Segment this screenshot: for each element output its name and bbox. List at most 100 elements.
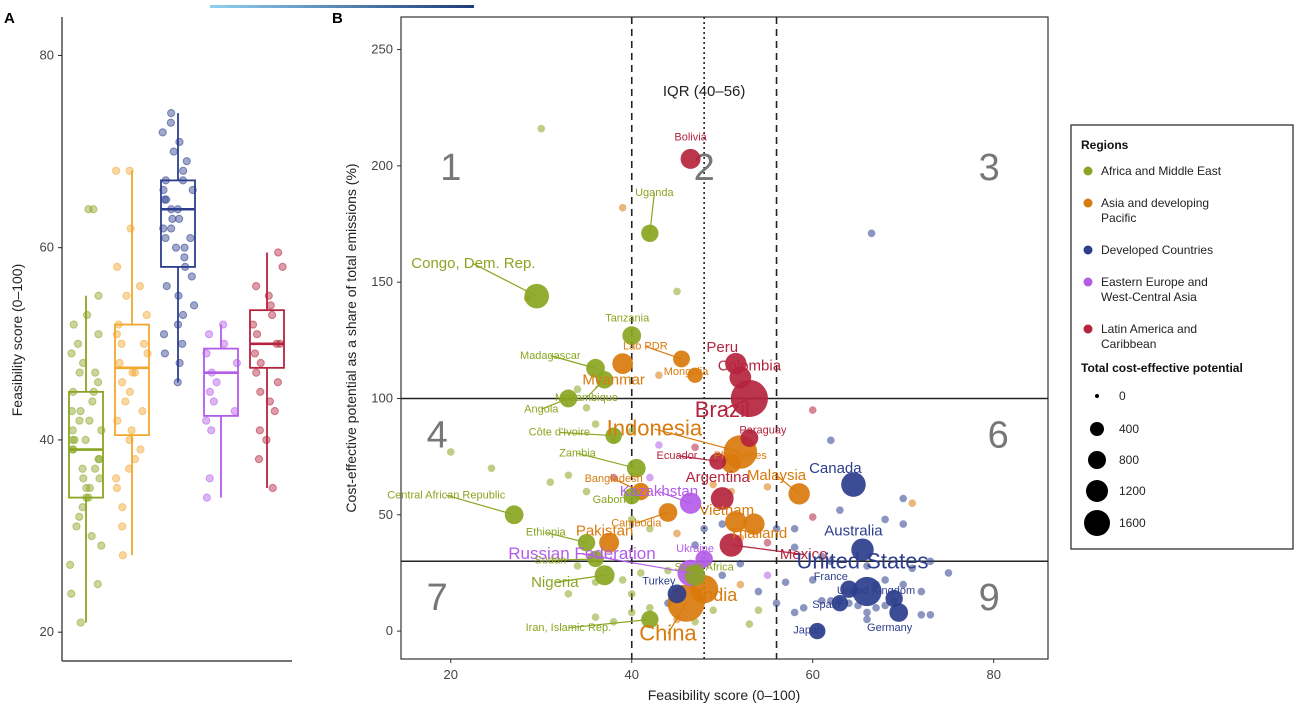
panel-b-point: [655, 371, 663, 380]
panel-b-point: [564, 471, 573, 480]
panel-a-point: [112, 483, 121, 493]
panel-b-label-japan: Japan: [793, 624, 823, 636]
panel-a-point: [161, 233, 170, 243]
panel-b-label-mexico: Mexico: [780, 546, 828, 563]
panel-a-point: [254, 455, 264, 464]
panel-a-point: [162, 195, 171, 204]
panel-b-point-angola: [559, 389, 578, 408]
panel-b-point: [754, 587, 763, 596]
panel-b-label-mozambique: Mozambique: [555, 392, 618, 404]
panel-a-point: [171, 243, 181, 252]
panel-b-y-tick-label: 0: [386, 623, 393, 638]
panel-b-label-vietnam: Vietnam: [699, 502, 754, 519]
legend-label-eastern-europe-and: West-Central Asia: [1101, 290, 1197, 304]
panel-a-point: [182, 157, 191, 166]
panel-b-point: [446, 448, 455, 456]
panel-a-point: [180, 243, 189, 252]
panel-a-point: [91, 464, 100, 473]
panel-a-point: [113, 262, 122, 272]
panel-b-label-colombia: Colombia: [718, 358, 782, 375]
panel-a-point: [187, 272, 196, 281]
panel-b-label-turkey: Turkey: [642, 576, 676, 588]
panel-b-label-philippines: Philippines: [714, 450, 768, 462]
panel-b-point: [899, 520, 908, 528]
panel-a-group-asia-and-developing-pacific: [112, 166, 152, 560]
legend-swatch-asia-and-developing: [1083, 198, 1093, 208]
panel-b-x-tick-label: 60: [805, 667, 819, 682]
panel-a-point: [126, 224, 135, 233]
panel-a-point: [73, 339, 83, 348]
panel-b-point-ethiopia: [577, 533, 596, 552]
panel-b-leader-russian-federation: [581, 553, 691, 574]
panel-b-point: [790, 543, 799, 552]
panel-a-point: [94, 455, 103, 464]
panel-a-point: [93, 378, 103, 387]
panel-b-label-germany: Germany: [867, 622, 913, 634]
panel-b-point: [808, 406, 817, 414]
panel-b-point: [537, 124, 546, 133]
panel-b-label-ukraine: Ukraine: [676, 543, 714, 555]
panel-b-quadrant-3: 3: [979, 147, 1000, 189]
panel-b-x-tick-label: 20: [444, 667, 458, 682]
panel-b-point: [799, 604, 808, 612]
panel-b-label-united-states: United States: [796, 548, 928, 573]
legend-box: [1070, 124, 1294, 550]
legend-size-marker-1200: [1086, 480, 1108, 502]
panel-b-label-indonesia: Indonesia: [607, 416, 703, 441]
panel-a-point: [252, 282, 261, 291]
panel-a-point: [139, 339, 149, 348]
panel-b-point-iran-islamic-rep: [641, 610, 659, 629]
panel-a-point: [94, 291, 103, 300]
legend-regions: Africa and Middle East Asia and developin…: [1083, 164, 1222, 351]
panel-b-label-bolivia: Bolivia: [674, 131, 707, 143]
panel-b-point-spain: [831, 594, 849, 612]
panel-b-point-pakistan: [599, 532, 620, 553]
panel-b-leader-lao-pdr: [645, 345, 682, 360]
panel-b-x-tick-label: 40: [625, 667, 639, 682]
panel-a-point: [69, 320, 78, 329]
panel-a-point: [143, 349, 152, 358]
panel-b-leader-angola: [541, 397, 569, 410]
panel-a-point: [118, 378, 127, 387]
panel-b-point: [546, 478, 555, 487]
panel-a-point: [88, 397, 97, 406]
panel-a-point: [142, 310, 151, 320]
panel-b-point: [745, 620, 754, 628]
panel-b-leader-kazakhstan: [658, 491, 691, 504]
panel-b-point: [908, 499, 917, 507]
panel-b-quadrant-7: 7: [427, 577, 448, 619]
panel-b-point: [573, 385, 582, 393]
panel-b-point-united-kingdom: [885, 589, 903, 608]
panel-a-point: [75, 416, 84, 425]
panel-b-point: [881, 601, 889, 610]
panel-b-leader-bangladesh: [613, 478, 642, 493]
legend-size-marker-1600: [1084, 510, 1110, 536]
panel-a-tag: A: [4, 10, 15, 27]
panel-a-point: [274, 248, 283, 257]
panel-a-point: [81, 435, 90, 445]
panel-a-point: [84, 205, 93, 214]
panel-a-point: [79, 474, 88, 483]
panel-b-point: [908, 564, 917, 573]
panel-a-point: [83, 310, 92, 320]
panel-b-leader-zambia: [577, 452, 637, 469]
panel-b-label-myanmar: Myanmar: [582, 372, 645, 389]
panel-b-point: [917, 587, 926, 596]
panel-a-point: [252, 368, 261, 377]
panel-b-leader-uganda: [649, 192, 655, 234]
panel-a-point: [202, 493, 211, 502]
panel-b-leader-ethiopia: [545, 531, 587, 544]
panel-a-point: [178, 310, 188, 320]
legend-label-asia-and-developing: Pacific: [1101, 211, 1136, 225]
legend-size-label-400: 400: [1119, 422, 1139, 436]
panel-a-point: [95, 474, 104, 483]
panel-a-y-tick-label: 20: [40, 624, 54, 639]
panel-b-point-malaysia: [788, 483, 810, 505]
panel-a-point: [252, 330, 262, 339]
panel-b-point: [944, 569, 953, 577]
panel-a-y-axis-title: Feasibility score (0–100): [9, 264, 25, 417]
panel-a-point: [207, 426, 216, 435]
panel-b-point: [673, 529, 681, 538]
panel-b-leader-cambodia: [636, 511, 669, 524]
panel-a-point: [118, 522, 127, 531]
